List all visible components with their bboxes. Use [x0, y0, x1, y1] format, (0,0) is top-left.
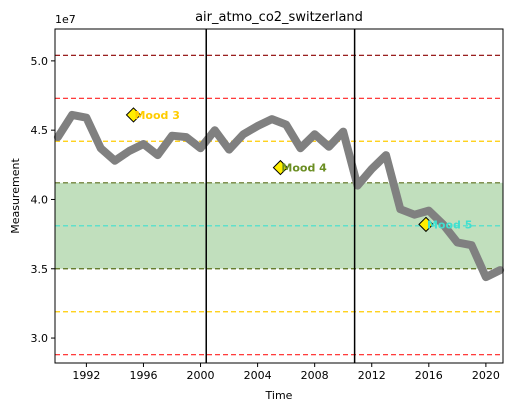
annotation-layer: Mood 3 Mood 4 Mood 5 [125, 107, 472, 233]
data-point [325, 143, 333, 151]
annotation-label-2: Mood 4 [281, 162, 327, 175]
x-axis-label: Time [265, 389, 293, 402]
x-tick-label: 2008 [301, 369, 329, 382]
x-tick-label: 2004 [244, 369, 272, 382]
data-point [268, 115, 276, 123]
data-point [211, 126, 219, 134]
x-tick-label: 2000 [187, 369, 215, 382]
data-point [139, 140, 147, 148]
y-axis-ticks: 3.0 3.5 4.0 4.5 5.0 [31, 55, 55, 345]
data-point [182, 133, 190, 141]
data-point [125, 147, 133, 155]
annotation-label-3: Mood 5 [427, 218, 472, 231]
data-point [154, 151, 162, 159]
data-point [296, 144, 304, 152]
hline-layer [55, 54, 503, 356]
data-point [239, 130, 247, 138]
plot-frame [54, 28, 504, 364]
data-point [425, 207, 433, 215]
data-point [97, 144, 105, 152]
y-axis-label: Measurement [9, 158, 22, 234]
data-point [453, 238, 461, 246]
data-point [254, 122, 262, 130]
x-tick-label: 1996 [129, 369, 157, 382]
data-point [197, 144, 205, 152]
x-axis-ticks: 1992 1996 2000 2004 2008 2012 2016 2020 [72, 363, 500, 382]
data-point [111, 157, 119, 165]
data-point [311, 130, 319, 138]
data-point [282, 121, 290, 129]
series-layer [53, 110, 505, 282]
y-tick-label: 4.5 [31, 124, 49, 137]
x-tick-label: 2012 [358, 369, 386, 382]
data-point [82, 114, 90, 122]
y-offset-label: 1e7 [55, 13, 76, 26]
y-tick-label: 4.0 [31, 193, 49, 206]
data-point [368, 165, 376, 173]
data-point [54, 133, 62, 141]
chart-title: air_atmo_co2_switzerland [195, 10, 363, 25]
data-point [396, 205, 404, 213]
data-point [496, 266, 504, 274]
data-point [68, 111, 76, 119]
data-point [339, 128, 347, 136]
data-point [439, 220, 447, 228]
annotation-marker-1 [125, 107, 142, 123]
annotation-label-1: Mood 3 [134, 109, 179, 122]
vline-layer [205, 29, 356, 363]
annotation-marker-2 [272, 159, 289, 176]
data-point [468, 241, 476, 249]
x-tick-label: 2016 [415, 369, 443, 382]
data-point [225, 146, 233, 154]
x-tick-label: 2020 [472, 369, 500, 382]
y-tick-label: 3.0 [31, 332, 49, 345]
data-point [353, 182, 361, 190]
data-point [411, 211, 419, 219]
data-point [482, 273, 490, 281]
y-tick-label: 5.0 [31, 55, 49, 68]
data-point [168, 132, 176, 140]
data-point [382, 151, 390, 159]
y-tick-label: 3.5 [31, 263, 49, 276]
x-tick-label: 1992 [72, 369, 100, 382]
annotation-marker-3 [418, 216, 434, 233]
